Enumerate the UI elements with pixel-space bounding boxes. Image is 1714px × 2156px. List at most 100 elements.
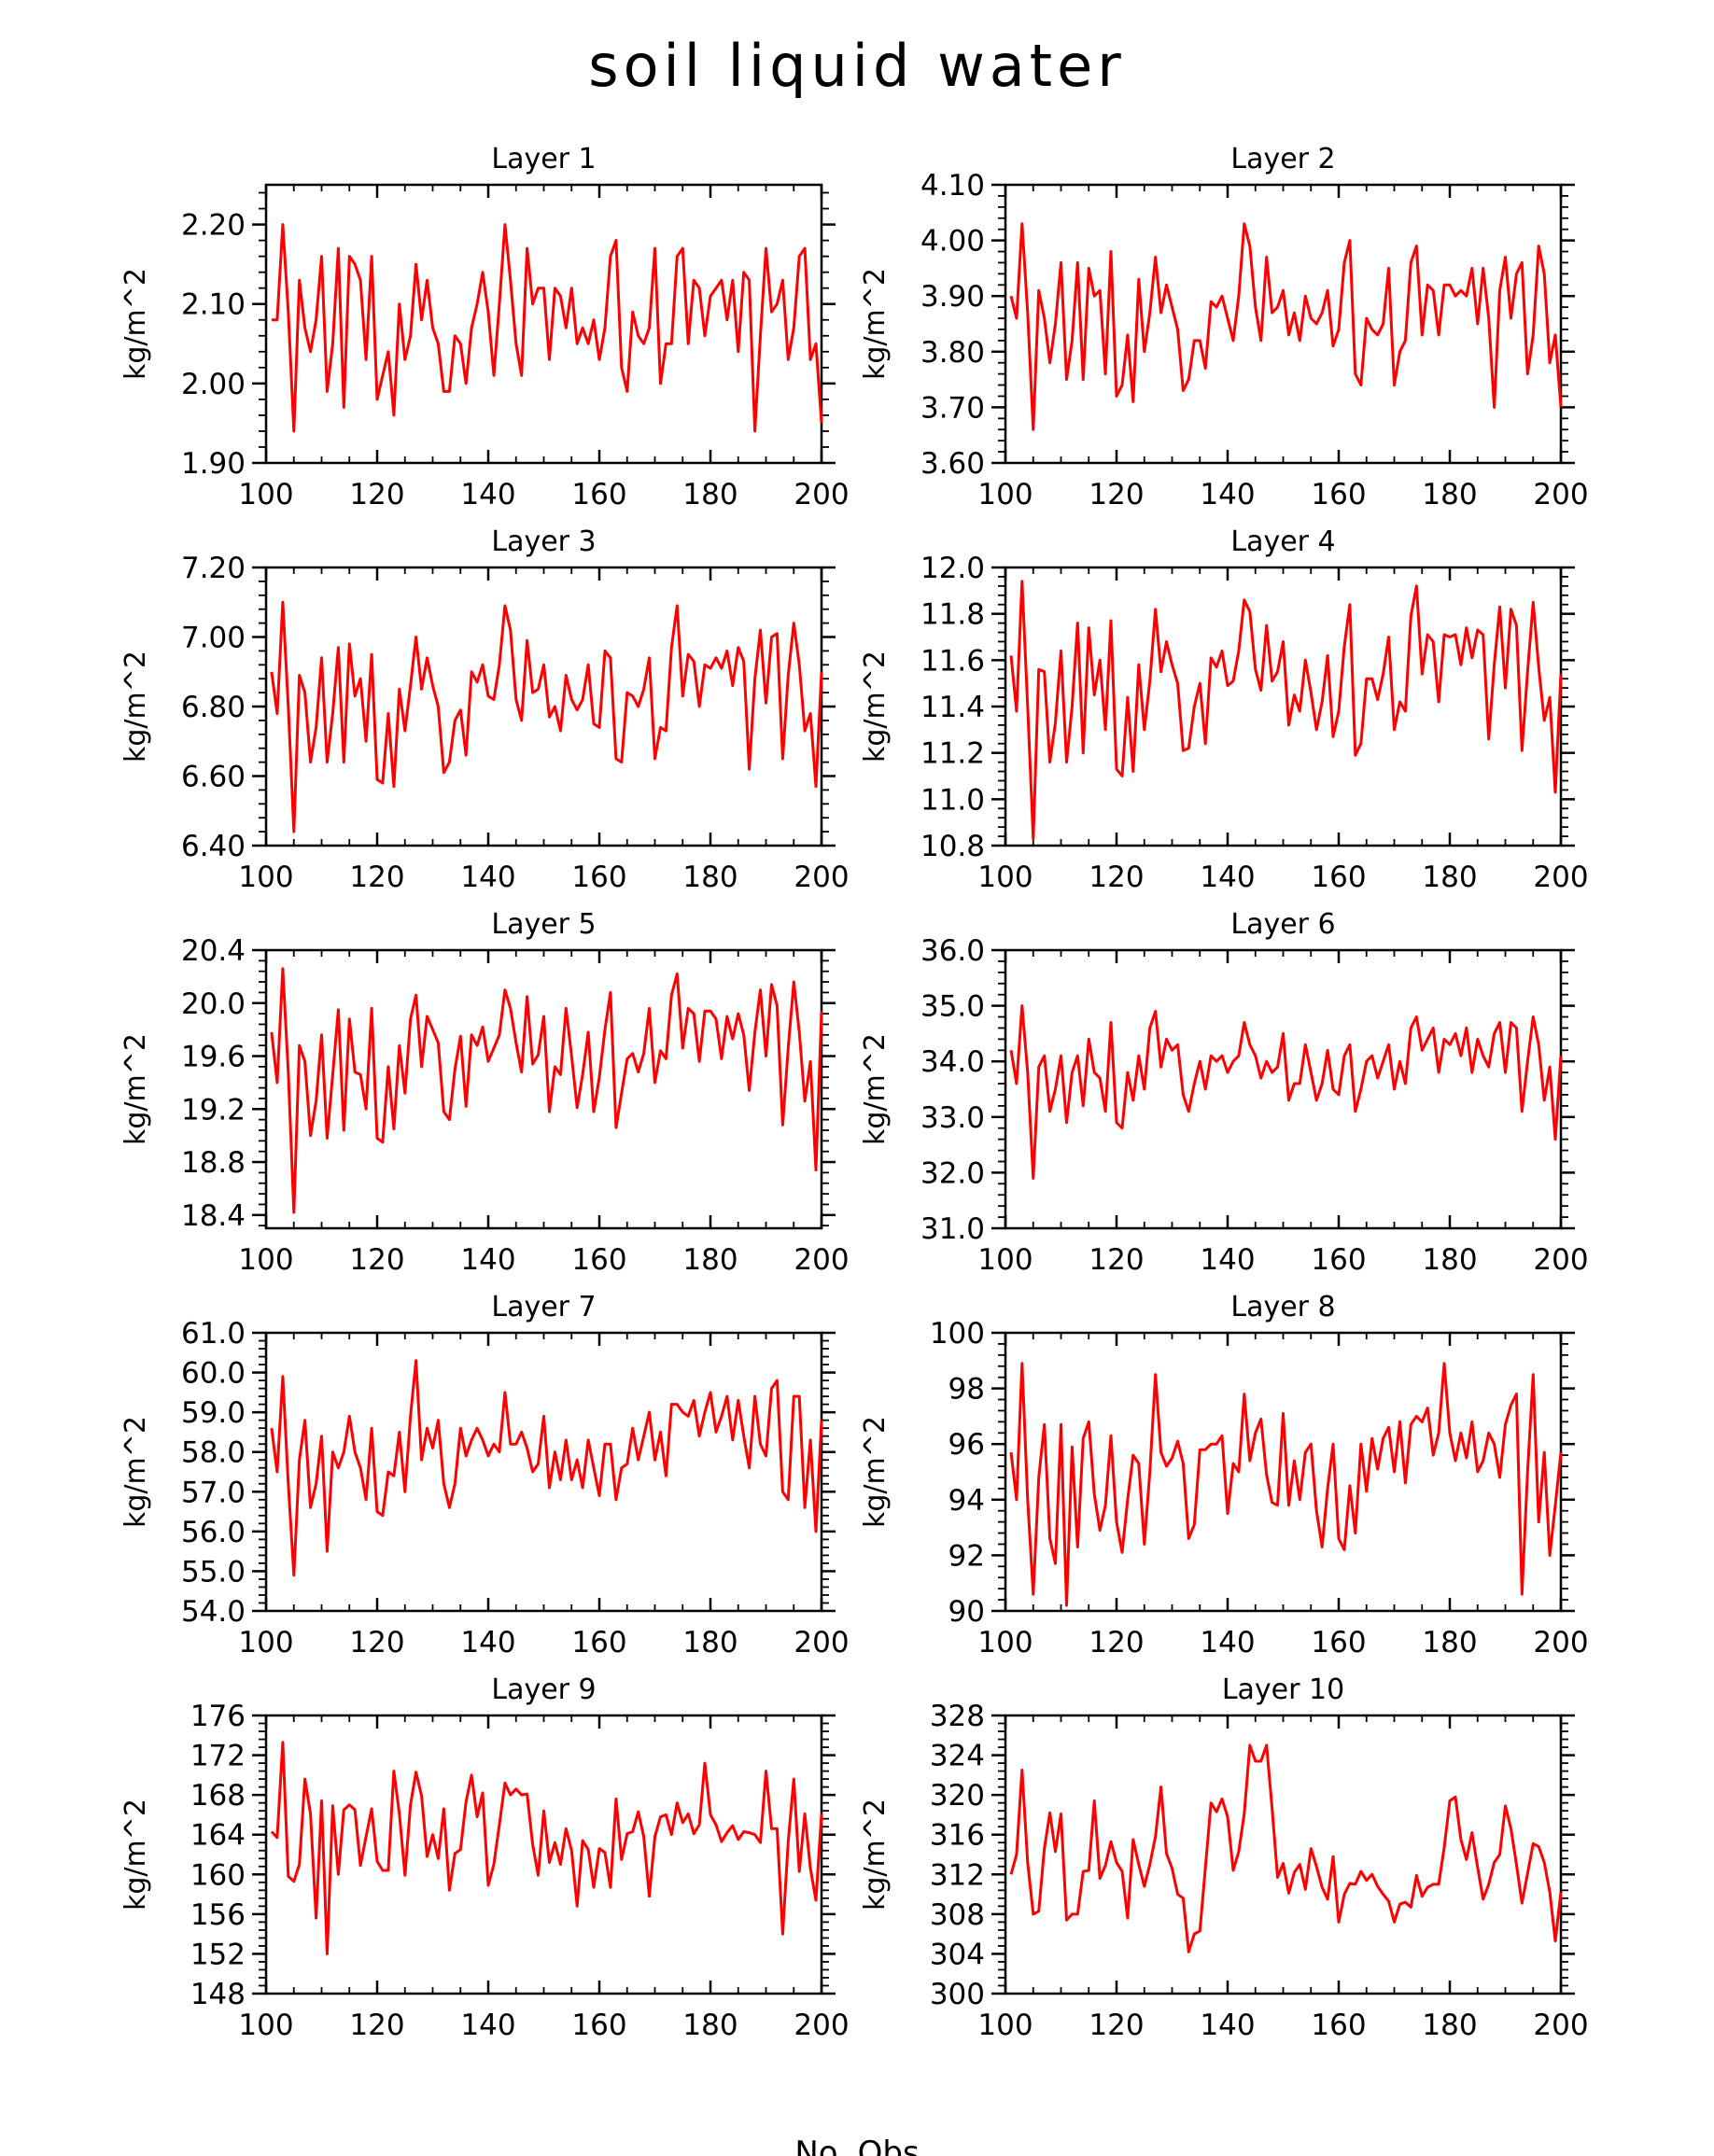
y-tick-label: 11.6 bbox=[920, 644, 985, 678]
y-tick-label: 168 bbox=[190, 1779, 246, 1813]
series-line bbox=[271, 223, 823, 433]
plot-frame bbox=[1004, 948, 1563, 1230]
x-tick-label: 200 bbox=[794, 1243, 849, 1277]
y-tick-label: 7.20 bbox=[181, 552, 246, 585]
y-tick-label: 61.0 bbox=[181, 1317, 246, 1351]
series-line bbox=[1009, 1743, 1563, 1953]
x-tick-label: 120 bbox=[1089, 478, 1144, 511]
y-tick-label: 31.0 bbox=[920, 1212, 985, 1246]
x-tick-label: 200 bbox=[1533, 478, 1588, 511]
y-tick-label: 12.0 bbox=[920, 552, 985, 585]
panel-3: Layer 3 kg/m^2 100 120 140 160 180 200 6.40 6.60 6… bbox=[119, 525, 850, 894]
y-tick-label: 11.4 bbox=[920, 691, 985, 724]
y-tick-label: 6.40 bbox=[181, 830, 246, 863]
x-tick-label: 180 bbox=[1422, 861, 1477, 894]
y-tick-label: 18.4 bbox=[181, 1199, 246, 1233]
plot-frame bbox=[264, 183, 823, 465]
y-tick-label: 320 bbox=[930, 1779, 985, 1813]
y-tick-label: 96 bbox=[948, 1428, 985, 1462]
panel-9: Layer 9 kg/m^2 100 120 140 160 180 200 148 152 156… bbox=[119, 1673, 850, 2042]
y-tick-label: 2.20 bbox=[181, 209, 246, 243]
panel-title: Layer 4 bbox=[1230, 525, 1335, 558]
x-tick-label: 120 bbox=[349, 1626, 404, 1659]
y-tick-label: 100 bbox=[930, 1317, 985, 1351]
x-axis-label: No. Obs bbox=[794, 2135, 919, 2156]
plot-frame bbox=[1004, 566, 1563, 847]
y-tick-label: 2.00 bbox=[181, 368, 246, 401]
y-tick-label: 4.10 bbox=[920, 169, 985, 203]
x-tick-label: 120 bbox=[1089, 1243, 1144, 1277]
x-tick-label: 160 bbox=[1311, 478, 1366, 511]
x-tick-label: 200 bbox=[794, 861, 849, 894]
x-tick-label: 160 bbox=[571, 2009, 626, 2042]
panel-title: Layer 5 bbox=[491, 908, 596, 941]
panel-title: Layer 3 bbox=[491, 525, 596, 558]
y-tick-label: 300 bbox=[930, 1978, 985, 2011]
panel-title: Layer 7 bbox=[491, 1291, 596, 1323]
y-tick-label: 308 bbox=[930, 1898, 985, 1932]
panel-4: Layer 4 kg/m^2 100 120 140 160 180 200 10.8 11.0 1… bbox=[859, 525, 1589, 894]
y-tick-label: 59.0 bbox=[181, 1396, 246, 1430]
panels: Layer 1 kg/m^2 100 120 140 160 180 200 1.90 2.00 2… bbox=[119, 143, 1589, 2042]
series-line bbox=[1009, 222, 1563, 431]
y-tick-label: 57.0 bbox=[181, 1476, 246, 1509]
panel-title: Layer 1 bbox=[491, 143, 596, 175]
y-tick-label: 160 bbox=[190, 1858, 246, 1892]
y-tick-label: 60.0 bbox=[181, 1357, 246, 1391]
x-tick-label: 200 bbox=[794, 478, 849, 511]
y-tick-label: 328 bbox=[930, 1700, 985, 1733]
x-tick-label: 100 bbox=[977, 2009, 1033, 2042]
y-tick-label: 324 bbox=[930, 1740, 985, 1773]
y-tick-label: 92 bbox=[948, 1539, 985, 1573]
x-tick-label: 180 bbox=[1422, 2009, 1477, 2042]
y-axis-label: kg/m^2 bbox=[859, 1033, 892, 1145]
y-tick-label: 20.4 bbox=[181, 934, 246, 968]
x-tick-label: 120 bbox=[1089, 2009, 1144, 2042]
series-line bbox=[270, 967, 823, 1214]
y-tick-label: 156 bbox=[190, 1898, 246, 1932]
y-tick-label: 11.0 bbox=[920, 783, 985, 817]
x-tick-label: 120 bbox=[349, 2009, 404, 2042]
x-tick-label: 180 bbox=[682, 1626, 738, 1659]
x-tick-label: 200 bbox=[794, 2009, 849, 2042]
x-tick-label: 140 bbox=[1200, 2009, 1255, 2042]
x-tick-label: 160 bbox=[1311, 1243, 1366, 1277]
x-tick-label: 180 bbox=[682, 1243, 738, 1277]
y-tick-label: 11.8 bbox=[920, 598, 985, 632]
x-tick-label: 140 bbox=[1200, 1626, 1255, 1659]
y-tick-label: 94 bbox=[948, 1484, 985, 1518]
y-tick-label: 7.00 bbox=[181, 622, 246, 655]
y-tick-label: 172 bbox=[190, 1740, 246, 1773]
y-tick-label: 19.6 bbox=[181, 1041, 246, 1074]
x-tick-label: 120 bbox=[1089, 861, 1144, 894]
x-tick-label: 100 bbox=[977, 861, 1033, 894]
x-tick-label: 100 bbox=[238, 861, 293, 894]
y-tick-label: 3.90 bbox=[920, 280, 985, 314]
x-tick-label: 140 bbox=[1200, 1243, 1255, 1277]
x-tick-label: 180 bbox=[682, 861, 738, 894]
y-tick-label: 3.80 bbox=[920, 336, 985, 370]
x-tick-label: 160 bbox=[1311, 861, 1366, 894]
panel-title: Layer 6 bbox=[1230, 908, 1335, 941]
panel-8: Layer 8 kg/m^2 100 120 140 160 180 200 90 92 94 96 9… bbox=[859, 1291, 1589, 1659]
x-tick-label: 160 bbox=[571, 861, 626, 894]
x-tick-label: 140 bbox=[460, 861, 515, 894]
x-tick-label: 180 bbox=[1422, 1626, 1477, 1659]
x-tick-label: 160 bbox=[571, 478, 626, 511]
y-axis-label: kg/m^2 bbox=[859, 268, 892, 380]
panel-1: Layer 1 kg/m^2 100 120 140 160 180 200 1.90 2.00 2… bbox=[119, 143, 850, 511]
x-tick-label: 100 bbox=[238, 1626, 293, 1659]
y-tick-label: 18.8 bbox=[181, 1146, 246, 1180]
x-tick-label: 180 bbox=[1422, 1243, 1477, 1277]
series-line bbox=[270, 1741, 823, 1955]
x-tick-label: 180 bbox=[682, 2009, 738, 2042]
x-tick-label: 160 bbox=[1311, 1626, 1366, 1659]
y-tick-label: 98 bbox=[948, 1373, 985, 1407]
panel-7: Layer 7 kg/m^2 100 120 140 160 180 200 54.0 55.0 5… bbox=[119, 1291, 850, 1659]
series-line bbox=[1009, 1362, 1563, 1607]
y-axis-label: kg/m^2 bbox=[119, 1799, 152, 1911]
panel-title: Layer 9 bbox=[491, 1673, 596, 1706]
plot-frame bbox=[264, 566, 823, 847]
panel-title: Layer 10 bbox=[1222, 1673, 1344, 1706]
x-tick-label: 120 bbox=[1089, 1626, 1144, 1659]
